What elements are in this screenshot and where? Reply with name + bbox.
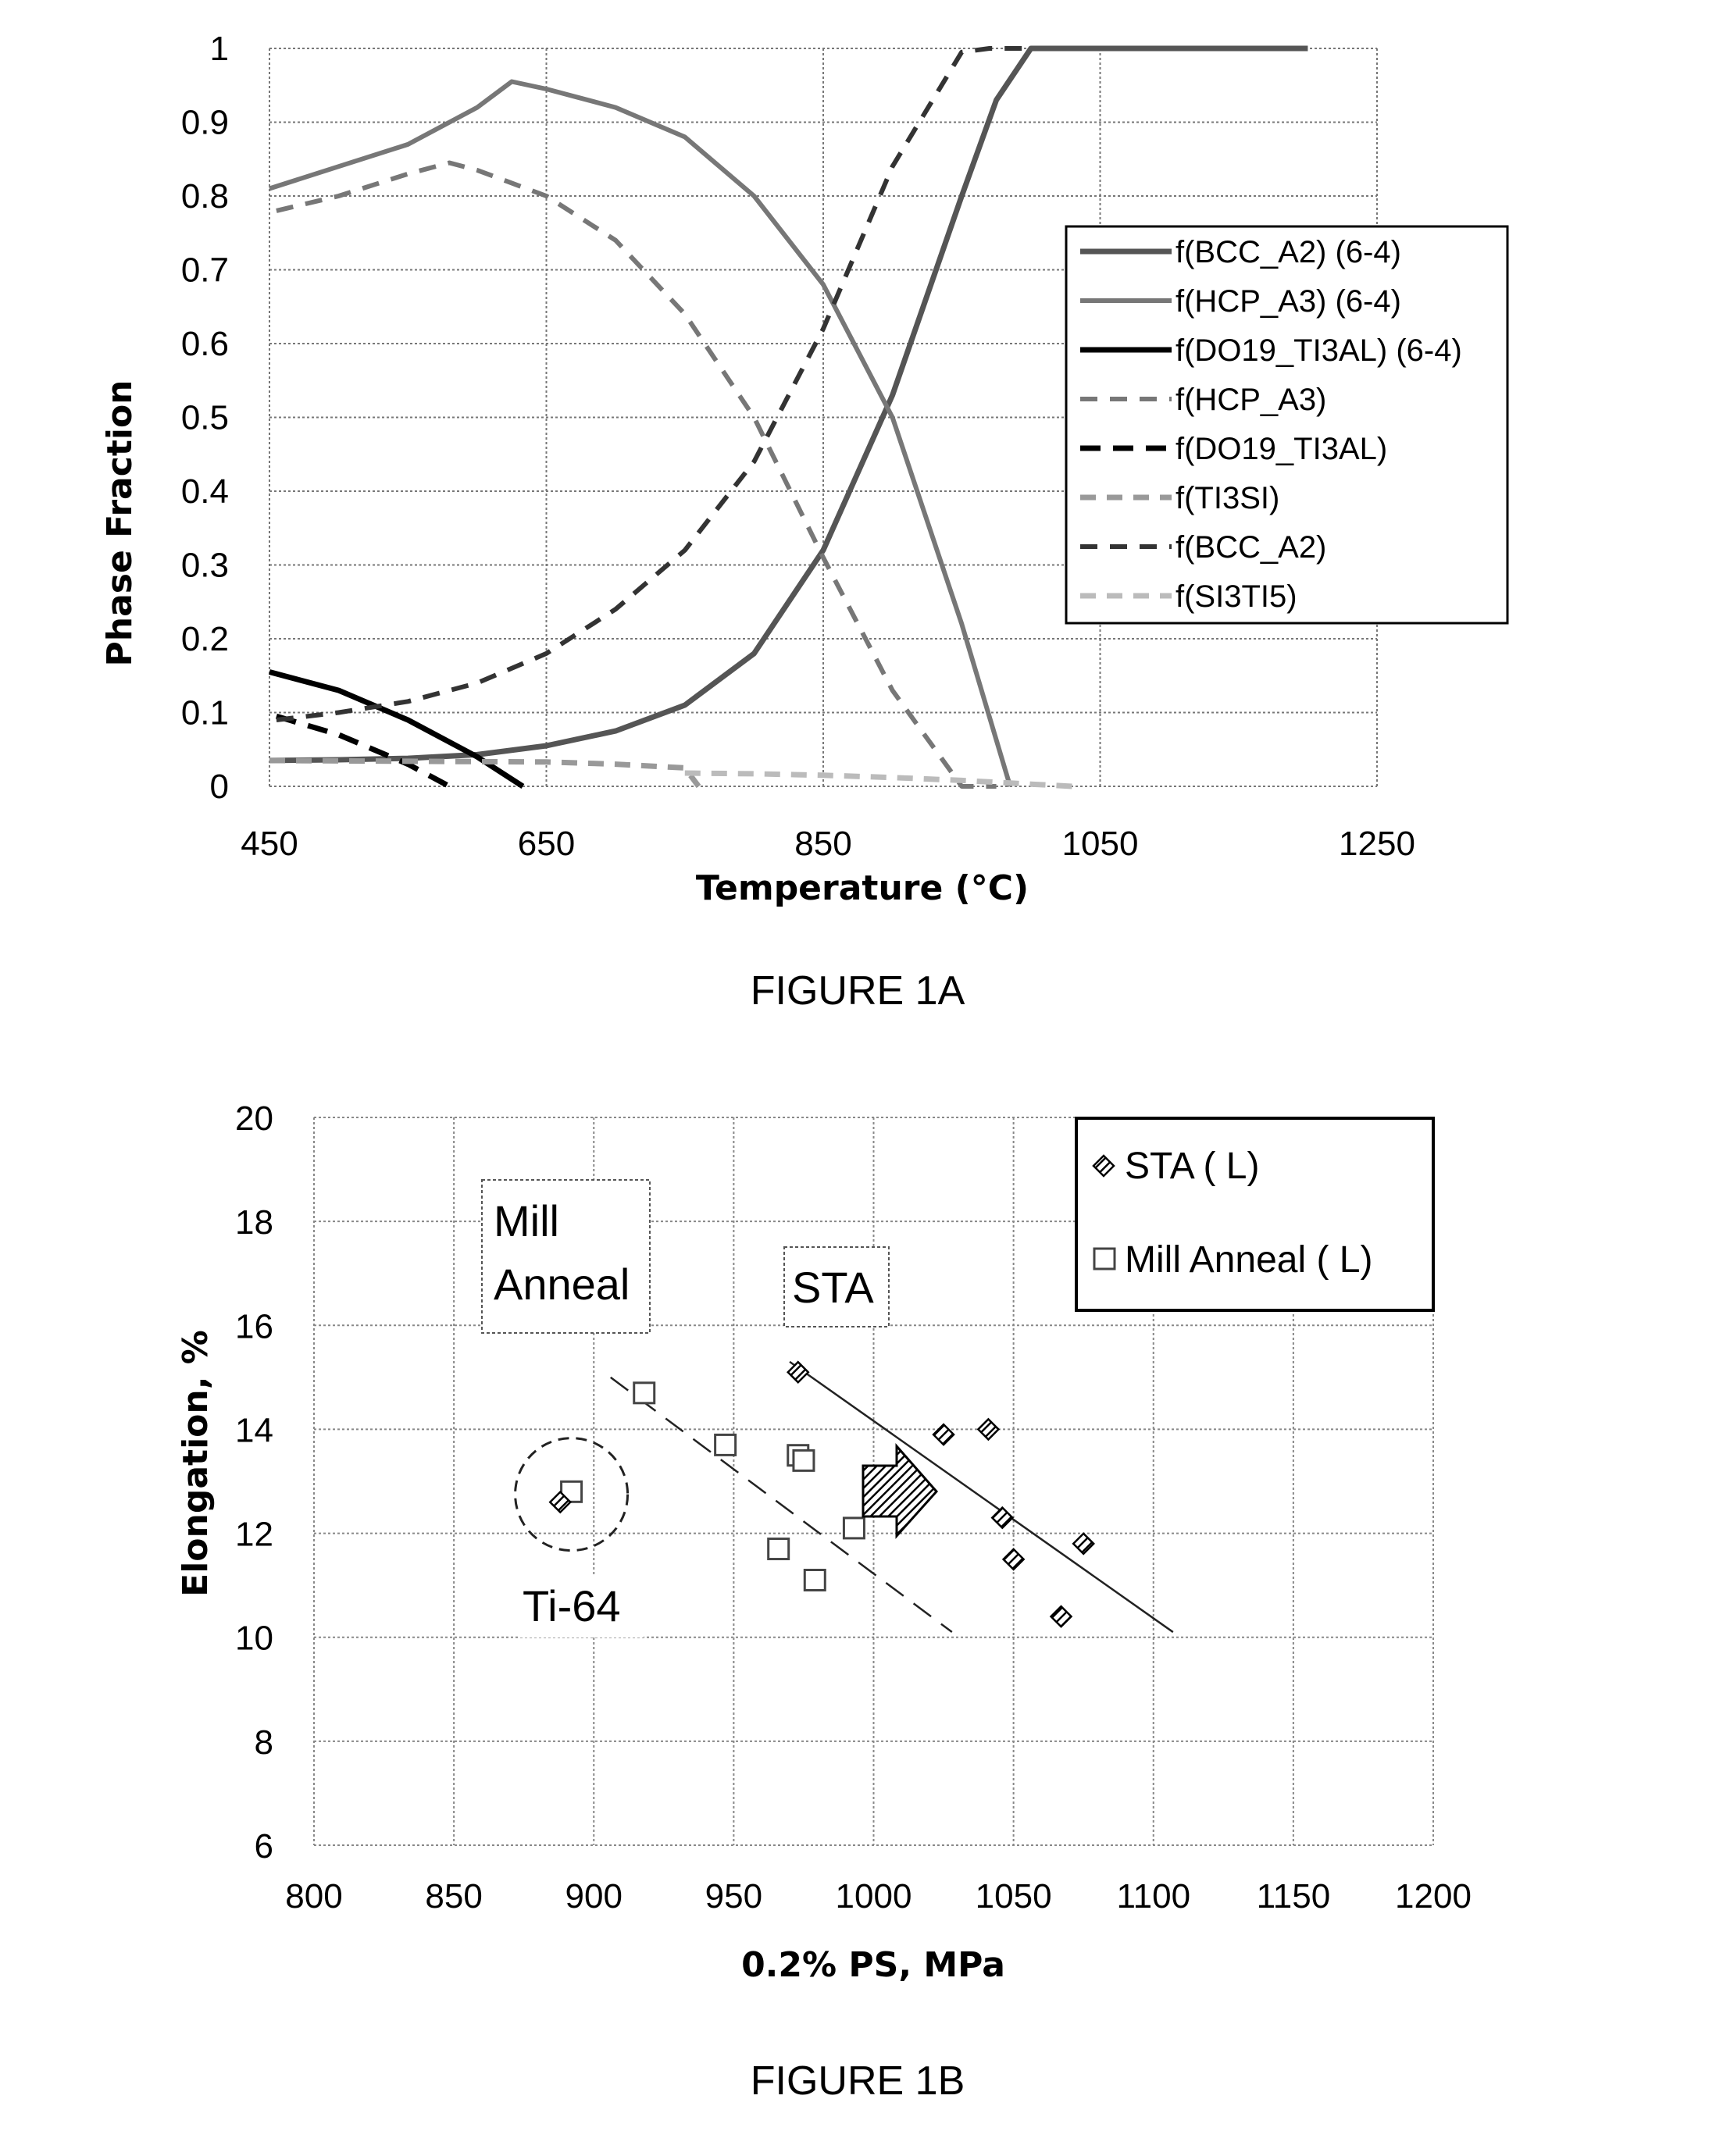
figure-1a-caption: FIGURE 1A [751, 968, 965, 1014]
chart-b-x-axis-title: 0.2% PS, MPa [741, 1945, 1005, 1985]
chart-b-y-axis-title: Elongation, % [176, 1330, 216, 1597]
mill-anneal-point-0 [634, 1383, 655, 1403]
legend-label-f-do19-ti3al: f(DO19_TI3AL) [1176, 432, 1387, 466]
chart-a-y-tick-4: 0.4 [181, 472, 229, 511]
mill-anneal-annotation-line1: Mill [494, 1196, 559, 1245]
chart-a-y-tick-5: 0.5 [181, 399, 229, 437]
chart-b-x-tick-8: 1200 [1395, 1877, 1472, 1915]
sta-point-5 [1051, 1606, 1072, 1627]
chart-a-y-axis-title: Phase Fraction [100, 380, 140, 667]
legend-label-sta: STA ( L) [1125, 1146, 1259, 1187]
chart-b-x-tick-2: 900 [565, 1877, 623, 1915]
chart-a-x-tick-2: 850 [794, 825, 851, 863]
chart-b-x-tick-5: 1050 [976, 1877, 1052, 1915]
sta-point-1 [933, 1424, 954, 1445]
chart-a-x-tick-1: 650 [518, 825, 575, 863]
mill-anneal-point-3 [794, 1450, 814, 1470]
legend-label-f-hcp-a3: f(HCP_A3) [1176, 383, 1326, 417]
series-line-f-si3ti5 [685, 773, 1072, 786]
series-line-f-ti3si [269, 761, 699, 786]
sta-point-4 [1004, 1549, 1024, 1570]
sta-point-0 [788, 1362, 808, 1382]
chart-a-x-tick-4: 1250 [1339, 825, 1415, 863]
series-line-f-hcp-a3-6-4 [269, 82, 1010, 787]
chart-b-x-tick-labels: 800 850 900 950 1000 1050 1100 1150 1200 [285, 1877, 1472, 1915]
mill-anneal-point-5 [844, 1518, 864, 1538]
chart-b-x-tick-7: 1150 [1257, 1877, 1331, 1915]
sta-point-6 [1073, 1534, 1093, 1554]
chart-a-x-tick-3: 1050 [1062, 825, 1139, 863]
chart-b-x-tick-1: 850 [425, 1877, 482, 1915]
sta-point-3 [992, 1508, 1012, 1528]
figure-canvas: 0 0.1 0.2 0.3 0.4 0.5 0.6 0.7 0.8 0.9 1 450 650 850 1… [0, 0, 1716, 2156]
chart-b-y-tick-4: 14 [235, 1411, 273, 1449]
chart-a-y-tick-labels: 0 0.1 0.2 0.3 0.4 0.5 0.6 0.7 0.8 0.9 1 [181, 30, 229, 806]
sta-point-2 [978, 1419, 998, 1439]
legend-label-f-bcc-a2: f(BCC_A2) [1176, 530, 1326, 565]
chart-a-y-tick-7: 0.7 [181, 251, 229, 290]
legend-label-f-ti3si: f(TI3SI) [1176, 481, 1279, 515]
chart-a-x-axis-title: Temperature (°C) [696, 868, 1029, 908]
chart-b-y-tick-0: 6 [255, 1827, 273, 1866]
chart-b-y-tick-6: 18 [235, 1203, 273, 1242]
chart-b-y-tick-3: 12 [235, 1516, 273, 1554]
legend-label-mill-anneal: Mill Anneal ( L) [1125, 1239, 1372, 1281]
chart-b-y-tick-2: 10 [235, 1620, 273, 1658]
chart-b-legend: STA ( L) Mill Anneal ( L) [1076, 1118, 1433, 1310]
chart-a-y-tick-10: 1 [210, 30, 229, 68]
chart-b-x-tick-6: 1100 [1116, 1877, 1190, 1915]
series-line-f-hcp-a3 [276, 163, 997, 787]
chart-b-y-tick-1: 8 [255, 1723, 273, 1762]
chart-a-y-tick-6: 0.6 [181, 325, 229, 363]
mill-anneal-point-6 [804, 1570, 825, 1590]
chart-a-legend: f(BCC_A2) (6-4) f(HCP_A3) (6-4) f(DO19_TI3… [1066, 226, 1507, 623]
chart-b-y-tick-5: 16 [235, 1307, 273, 1345]
legend-label-f-si3ti5: f(SI3TI5) [1176, 579, 1297, 614]
chart-b-y-tick-7: 20 [235, 1099, 273, 1138]
chart-b-x-tick-3: 950 [705, 1877, 762, 1915]
chart-a-y-tick-2: 0.2 [181, 620, 229, 658]
chart-a-y-tick-8: 0.8 [181, 177, 229, 216]
chart-a-y-tick-0: 0 [210, 768, 229, 806]
chart-a-x-tick-0: 450 [241, 825, 298, 863]
mill-anneal-point-4 [769, 1539, 789, 1559]
chart-b-x-tick-4: 1000 [836, 1877, 912, 1915]
chart-a-y-tick-9: 0.9 [181, 104, 229, 142]
figure-1b-caption: FIGURE 1B [751, 2058, 965, 2104]
trendline-sta [790, 1362, 1173, 1632]
legend-label-f-do19-ti3al-6-4: f(DO19_TI3AL) (6-4) [1176, 333, 1462, 368]
chart-a-x-tick-labels: 450 650 850 1050 1250 [241, 825, 1415, 863]
chart-b-x-tick-0: 800 [285, 1877, 342, 1915]
elongation-vs-proof-stress-chart: 6 8 10 12 14 16 18 20 800 850 900 950 1000 1050 1100 1… [176, 1099, 1472, 2104]
mill-anneal-point-1 [715, 1434, 736, 1455]
ti64-annotation-label: Ti-64 [523, 1581, 621, 1630]
chart-a-y-tick-3: 0.3 [181, 547, 229, 585]
sta-annotation-label: STA [792, 1263, 874, 1312]
chart-a-y-tick-1: 0.1 [181, 694, 229, 732]
phase-fraction-chart: 0 0.1 0.2 0.3 0.4 0.5 0.6 0.7 0.8 0.9 1 450 650 850 1… [100, 30, 1507, 1014]
mill-anneal-annotation-line2: Anneal [494, 1260, 630, 1309]
chart-b-y-tick-labels: 6 8 10 12 14 16 18 20 [235, 1099, 273, 1866]
series-line-f-do19-ti3al-6-4 [269, 672, 523, 787]
legend-label-f-bcc-a2-6-4: f(BCC_A2) (6-4) [1176, 235, 1401, 269]
legend-marker-mill-anneal [1094, 1249, 1115, 1269]
legend-label-f-hcp-a3-6-4: f(HCP_A3) (6-4) [1176, 284, 1401, 319]
